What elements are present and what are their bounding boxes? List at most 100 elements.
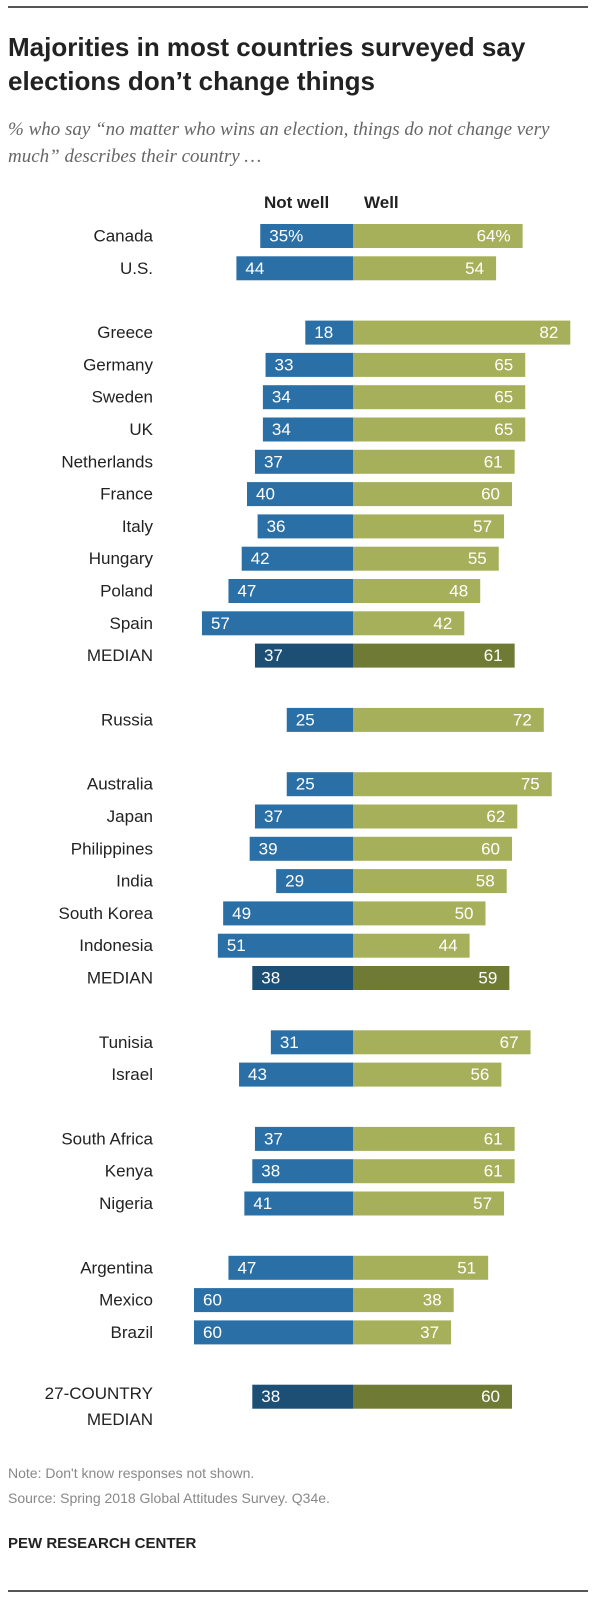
value-label-well: 57 [473, 517, 492, 536]
bar-well [353, 385, 526, 410]
bar-well [353, 836, 512, 861]
bar-not-well [254, 449, 353, 474]
column-header-well: Well [364, 193, 399, 212]
category-label: France [100, 485, 153, 504]
bar-well [353, 1126, 515, 1151]
bar-well [353, 482, 512, 507]
bar-not-well [254, 1126, 353, 1151]
value-label-well: 58 [476, 872, 495, 891]
value-label-not-well: 60 [203, 1291, 222, 1310]
value-label-not-well: 35% [269, 227, 303, 246]
bar-well [353, 514, 505, 539]
value-label-well: 50 [455, 904, 474, 923]
value-label-well: 82 [539, 323, 558, 342]
value-label-not-well: 34 [272, 388, 291, 407]
value-label-not-well: 40 [256, 485, 275, 504]
category-label: Spain [110, 614, 153, 633]
value-label-well: 42 [433, 614, 452, 633]
chart-subtitle: % who say “no matter who wins an electio… [8, 119, 550, 167]
chart-note: Note: Don't know responses not shown. [8, 1465, 255, 1481]
value-label-well: 64% [477, 227, 511, 246]
value-label-well: 55 [468, 549, 487, 568]
bar-not-well [252, 1159, 353, 1184]
category-label: Argentina [80, 1258, 153, 1277]
bar-not-well [276, 869, 353, 894]
value-label-well: 60 [481, 839, 500, 858]
bar-well [353, 804, 518, 829]
category-label: 27-COUNTRY [45, 1384, 153, 1403]
value-label-not-well: 37 [264, 646, 283, 665]
value-label-well: 61 [484, 1162, 503, 1181]
value-label-not-well: 51 [227, 936, 246, 955]
pew-research-center-credit: PEW RESEARCH CENTER [8, 1535, 197, 1552]
bar-well [353, 1255, 489, 1280]
bar-not-well [262, 385, 353, 410]
bar-not-well [244, 1191, 353, 1216]
bar-not-well [286, 707, 353, 732]
category-label: UK [129, 420, 153, 439]
bar-well [353, 579, 481, 603]
category-label: Tunisia [99, 1033, 154, 1052]
value-label-not-well: 42 [251, 549, 270, 568]
bar-well [353, 772, 552, 797]
value-label-not-well: 37 [264, 1129, 283, 1148]
bottom-rule [8, 1590, 588, 1592]
value-label-well: 57 [473, 1194, 492, 1213]
bar-not-well [201, 611, 353, 636]
value-label-well: 60 [481, 485, 500, 504]
chart-source: Source: Spring 2018 Global Attitudes Sur… [8, 1490, 330, 1506]
bar-well [353, 707, 544, 732]
bar-well [353, 546, 499, 571]
value-label-not-well: 37 [264, 807, 283, 826]
bar-well [353, 256, 497, 281]
bar-well [353, 1159, 515, 1184]
bar-well [353, 1030, 531, 1055]
value-label-well: 38 [423, 1291, 442, 1310]
value-label-well: 75 [521, 775, 540, 794]
bar-well [353, 320, 571, 345]
bar-not-well [305, 320, 353, 345]
chart-title: Majorities in most countries surveyed sa… [8, 32, 526, 96]
value-label-not-well: 38 [261, 1162, 280, 1181]
category-label: Canada [93, 227, 153, 246]
value-label-well: 44 [439, 936, 458, 955]
value-label-not-well: 60 [203, 1323, 222, 1342]
bar-not-well [228, 1255, 353, 1280]
value-label-well: 37 [420, 1323, 439, 1342]
category-label: Russia [101, 710, 154, 729]
value-label-not-well: 57 [211, 614, 230, 633]
column-header-not-well: Not well [264, 193, 330, 212]
value-label-well: 65 [494, 388, 513, 407]
category-label: South Korea [58, 904, 153, 923]
bar-not-well [194, 1320, 353, 1345]
value-label-well: 62 [486, 807, 505, 826]
category-label: Hungary [89, 549, 154, 568]
value-label-not-well: 34 [272, 420, 291, 439]
value-label-well: 48 [449, 582, 468, 601]
bar-not-well [270, 1030, 353, 1055]
category-label: Italy [122, 517, 154, 536]
category-label: Japan [107, 807, 153, 826]
value-label-not-well: 49 [232, 904, 251, 923]
value-label-not-well: 18 [314, 323, 333, 342]
category-label: South Africa [61, 1129, 153, 1148]
bar-well [353, 449, 515, 474]
bar-not-well [241, 546, 353, 571]
top-rule [8, 6, 588, 8]
bar-not-well [236, 256, 353, 281]
value-label-well: 61 [484, 1129, 503, 1148]
category-label: Greece [97, 323, 153, 342]
bar-well [353, 869, 507, 894]
category-label: Netherlands [61, 452, 153, 471]
bar-not-well [260, 224, 353, 248]
category-label: India [116, 872, 153, 891]
bar-not-well [254, 643, 353, 668]
value-label-not-well: 37 [264, 452, 283, 471]
bar-not-well [249, 836, 353, 861]
value-label-well: 61 [484, 452, 503, 471]
bar-not-well [239, 1062, 353, 1087]
bar-well [353, 1384, 512, 1409]
value-label-not-well: 41 [253, 1194, 272, 1213]
bar-well [353, 352, 526, 377]
value-label-not-well: 44 [245, 259, 264, 278]
